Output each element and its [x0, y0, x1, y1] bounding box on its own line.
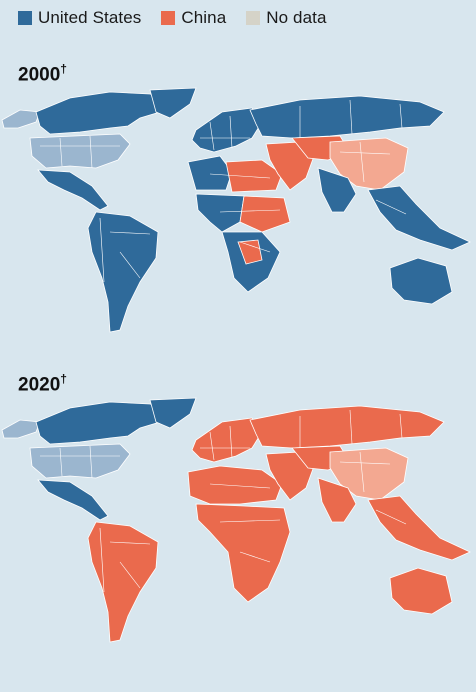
border-line-3: [209, 431, 215, 461]
region-usa: [29, 133, 131, 169]
legend-label-china: China: [181, 8, 227, 27]
region-alaska: [1, 109, 41, 129]
legend-item-china: China: [161, 8, 226, 28]
region-russia: [249, 95, 445, 139]
border-line-3: [209, 121, 215, 151]
legend-swatch-no-data: [246, 11, 261, 25]
border-line-4: [229, 425, 233, 459]
border-line-1: [59, 137, 63, 167]
border-line-10: [119, 251, 141, 279]
border-line-16: [359, 451, 365, 493]
border-line-7: [349, 99, 353, 135]
map-2000: [0, 82, 476, 382]
border-line-12: [209, 483, 271, 489]
region-russia: [249, 405, 445, 449]
region-mexico-central: [37, 169, 109, 211]
region-south-america: [87, 211, 159, 333]
region-greenland: [149, 397, 197, 429]
region-south-america: [87, 521, 159, 643]
border-line-13: [219, 209, 281, 213]
panel-title-2020: 2020†: [18, 372, 67, 396]
border-line-9: [109, 231, 151, 235]
legend-item-united-states: United States: [18, 8, 141, 28]
legend-label-no-data: No data: [266, 8, 327, 27]
panel-year-2000: 2000: [18, 64, 61, 86]
legend-label-us: United States: [38, 8, 142, 27]
legend: United States China No data: [18, 8, 347, 28]
border-line-10: [119, 561, 141, 589]
border-line-11: [99, 217, 105, 283]
border-line-14: [239, 241, 271, 253]
border-line-8: [399, 103, 403, 129]
region-usa: [29, 443, 131, 479]
region-north-africa-0: [187, 155, 233, 191]
border-line-14: [239, 551, 271, 563]
region-alaska: [1, 419, 41, 439]
world-map-2020: [1, 397, 471, 643]
region-greenland: [149, 87, 197, 119]
legend-swatch-china: [161, 11, 176, 25]
border-line-15: [339, 461, 391, 465]
border-line-2: [89, 445, 93, 479]
legend-item-no-data: No data: [246, 8, 326, 28]
region-australia: [389, 257, 453, 305]
border-line-17: [375, 199, 407, 215]
region-north-africa-1: [225, 159, 283, 193]
border-line-15: [339, 151, 391, 155]
border-line-7: [349, 409, 353, 445]
panel-year-2020: 2020: [18, 374, 61, 396]
region-europe: [191, 107, 263, 153]
panel-mark-2000: †: [60, 62, 67, 76]
region-south-asia: [317, 167, 357, 213]
border-line-13: [219, 519, 281, 523]
border-line-11: [99, 527, 105, 593]
region-europe: [191, 417, 263, 463]
border-line-12: [209, 173, 271, 179]
region-southeast-asia: [367, 185, 471, 251]
border-line-16: [359, 141, 365, 183]
map-2020: [0, 392, 476, 692]
border-line-1: [59, 447, 63, 477]
world-map-2000: [1, 87, 471, 333]
border-line-8: [399, 413, 403, 439]
region-australia: [389, 567, 453, 615]
legend-swatch-us: [18, 11, 32, 25]
border-line-9: [109, 541, 151, 545]
region-north-africa: [187, 465, 283, 505]
region-north-america: [35, 91, 169, 135]
panel-title-2000: 2000†: [18, 62, 67, 86]
region-southeast-asia: [367, 495, 471, 561]
border-line-2: [89, 135, 93, 169]
region-subsaharan-1: [239, 195, 291, 233]
region-south-asia: [317, 477, 357, 523]
region-north-america: [35, 401, 169, 445]
region-mexico-central: [37, 479, 109, 521]
border-line-17: [375, 509, 407, 525]
panel-mark-2020: †: [60, 372, 67, 386]
region-subsaharan-3: [237, 239, 263, 265]
border-line-4: [229, 115, 233, 149]
region-subsaharan-0: [195, 193, 245, 233]
